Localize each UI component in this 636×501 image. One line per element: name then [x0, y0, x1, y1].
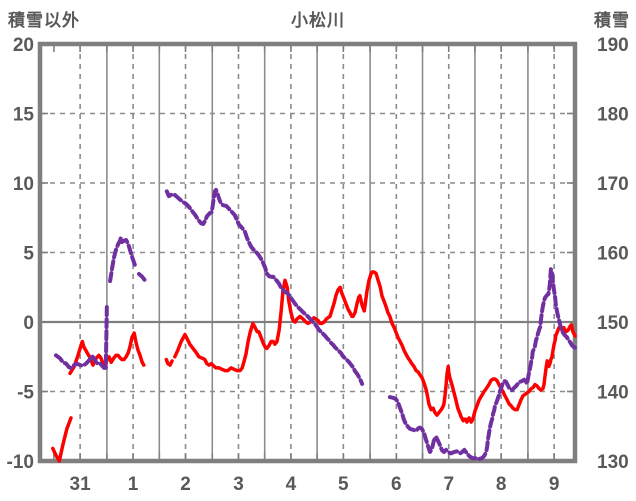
purple-series-line — [108, 235, 138, 283]
purple-series-line — [137, 272, 147, 283]
x-axis-tick-label: 1 — [128, 474, 139, 495]
left-axis-tick-label: -10 — [7, 452, 34, 473]
red-series-line — [164, 357, 174, 367]
x-axis-tick-label: 3 — [233, 474, 244, 495]
left-axis-tick-label: 5 — [23, 244, 34, 265]
right-axis-tick-label: 150 — [597, 313, 629, 334]
x-axis-tick-label: 5 — [338, 474, 349, 495]
chart-title: 小松川 — [291, 11, 345, 30]
purple-series-line — [164, 187, 365, 386]
purple-series-line — [387, 267, 577, 461]
left-axis-tick-label: 10 — [13, 174, 34, 195]
left-axis-tick-label: 20 — [13, 35, 34, 56]
right-axis-tick-label: 160 — [597, 244, 629, 265]
red-series-line — [68, 331, 146, 376]
red-series-line — [173, 270, 577, 424]
x-axis-tick-label: 31 — [70, 474, 92, 495]
left-axis-title: 積雪以外 — [8, 11, 80, 30]
x-axis-tick-label: 4 — [286, 474, 297, 495]
right-axis-tick-label: 180 — [597, 105, 629, 126]
x-axis-tick-label: 6 — [391, 474, 402, 495]
purple-series-line — [54, 301, 109, 370]
right-axis-tick-label: 140 — [597, 383, 629, 404]
right-axis-tick-label: 130 — [597, 452, 629, 473]
x-axis-tick-label: 8 — [496, 474, 507, 495]
plot-border — [37, 41, 578, 464]
right-axis-tick-label: 170 — [597, 174, 629, 195]
x-axis-tick-label: 9 — [549, 474, 560, 495]
red-series-line — [51, 416, 73, 463]
x-axis-tick-label: 2 — [180, 474, 191, 495]
left-axis-tick-label: 15 — [13, 105, 35, 126]
right-axis-title: 積雪 — [594, 11, 630, 30]
x-axis-tick-label: 7 — [443, 474, 454, 495]
left-axis-tick-label: 0 — [23, 313, 34, 334]
right-axis-tick-label: 190 — [597, 35, 629, 56]
left-axis-tick-label: -5 — [17, 383, 34, 404]
